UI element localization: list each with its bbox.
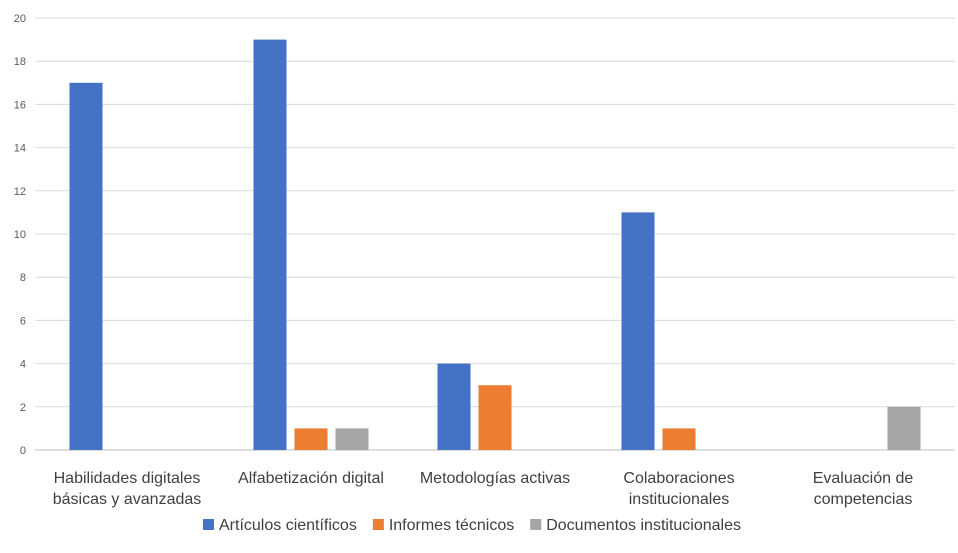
y-tick-label: 6 <box>20 315 26 327</box>
bar <box>335 428 369 450</box>
bar <box>621 212 655 450</box>
y-tick-label: 8 <box>20 272 26 284</box>
x-tick-label: Metodologías activas <box>420 470 570 487</box>
y-tick-label: 10 <box>14 229 26 241</box>
y-tick-label: 4 <box>20 359 26 371</box>
x-axis: Habilidades digitales básicas y avanzadas… <box>53 470 914 508</box>
x-tick-label-line: Alfabetización digital <box>238 470 384 487</box>
legend-swatch <box>372 519 384 530</box>
bar <box>662 428 696 450</box>
y-tick-label: 18 <box>14 56 26 68</box>
gridlines <box>35 17 955 451</box>
legend: Artículos científicos Informes técnicos Do… <box>203 517 741 534</box>
x-tick-label-line: Evaluación de <box>813 470 914 487</box>
x-tick-label: Habilidades digitales básicas y avanzadas <box>53 470 202 508</box>
legend-item-label: Artículos científicos <box>219 517 357 534</box>
y-tick-label: 16 <box>14 99 26 111</box>
bar <box>253 39 287 450</box>
y-tick-label: 14 <box>14 143 26 155</box>
legend-swatch <box>203 519 214 530</box>
x-tick-label-line: Habilidades digitales <box>54 470 201 487</box>
x-tick-label-line: Colaboraciones <box>623 470 734 487</box>
x-tick-label: Colaboraciones institucionales <box>623 470 734 508</box>
x-tick-label-line: competencias <box>814 491 913 508</box>
bar <box>69 82 103 451</box>
legend-item-label: Informes técnicos <box>389 517 514 534</box>
y-axis: 0 2 4 6 8 10 12 14 16 18 20 <box>14 13 26 457</box>
legend-item-label: Documentos institucionales <box>546 517 741 534</box>
bar <box>294 428 328 450</box>
y-tick-label: 2 <box>20 402 26 414</box>
y-tick-label: 0 <box>20 445 26 457</box>
x-tick-label: Alfabetización digital <box>238 470 384 487</box>
y-tick-label: 12 <box>14 186 26 198</box>
x-tick-label-line: Metodologías activas <box>420 470 570 487</box>
x-tick-label-line: institucionales <box>629 491 730 508</box>
y-tick-label: 20 <box>14 13 26 25</box>
bar <box>437 363 471 450</box>
x-tick-label: Evaluación de competencias <box>813 470 914 508</box>
bars <box>69 39 921 451</box>
bar <box>478 385 512 450</box>
bar <box>887 406 921 450</box>
legend-swatch <box>530 519 542 530</box>
x-tick-label-line: básicas y avanzadas <box>53 491 202 508</box>
